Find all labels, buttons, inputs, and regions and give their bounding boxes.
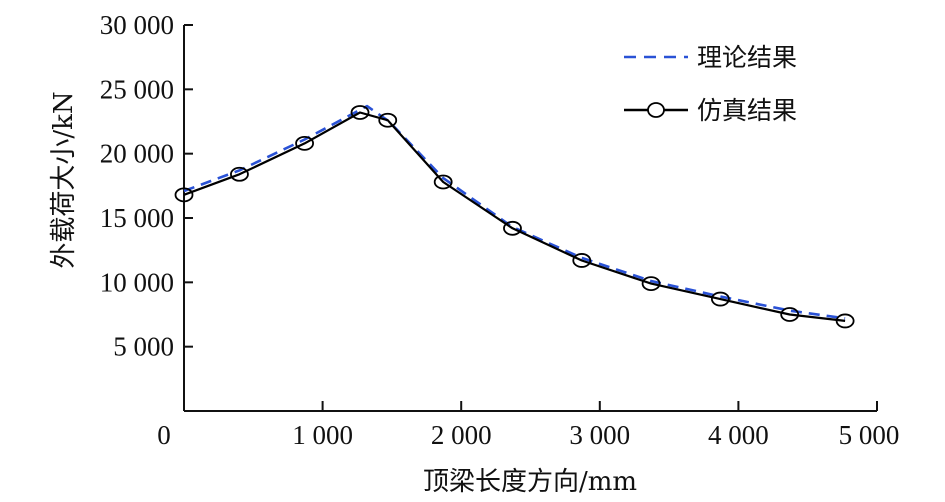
x-tick-label: 5 000 <box>839 420 900 450</box>
y-tick-label: 25 000 <box>100 74 174 104</box>
circle-marker <box>350 105 370 120</box>
circle-marker <box>710 291 730 307</box>
x-tick-label: 3 000 <box>569 420 630 450</box>
circle-marker <box>503 220 522 236</box>
legend-label: 理论结果 <box>697 43 797 72</box>
circle-marker <box>378 112 398 128</box>
y-tick-label: 20 000 <box>100 139 174 169</box>
circle-marker <box>295 135 314 151</box>
y-tick-label: 10 000 <box>100 267 174 297</box>
circle-marker <box>174 187 194 203</box>
y-tick-label: 5 000 <box>113 332 174 362</box>
circle-marker <box>433 174 453 190</box>
x-axis-title: 顶梁长度方向/mm <box>423 467 637 497</box>
circle-marker <box>780 307 800 322</box>
axes: 5 000 10 000 15 000 20 000 25 000 30 000 0 1 00… <box>100 10 900 450</box>
legend-label: 仿真结果 <box>697 96 797 125</box>
circle-marker <box>641 276 661 292</box>
y-tick-label: 15 000 <box>100 203 174 233</box>
x-tick-label: 1 000 <box>292 420 353 450</box>
series-layer <box>174 104 855 329</box>
y-axis-title: 外载荷大小/kN <box>49 91 79 268</box>
simulation-series-line <box>183 111 846 322</box>
theory-series-line <box>183 104 846 320</box>
origin-label: 0 <box>157 420 171 450</box>
circle-marker <box>230 166 249 182</box>
y-tick-label: 30 000 <box>100 10 174 40</box>
circle-marker <box>572 253 592 268</box>
legend-circle-marker-icon <box>647 102 665 118</box>
x-tick-label: 4 000 <box>708 420 769 450</box>
x-tick-label: 2 000 <box>431 420 492 450</box>
circle-marker <box>835 313 855 329</box>
